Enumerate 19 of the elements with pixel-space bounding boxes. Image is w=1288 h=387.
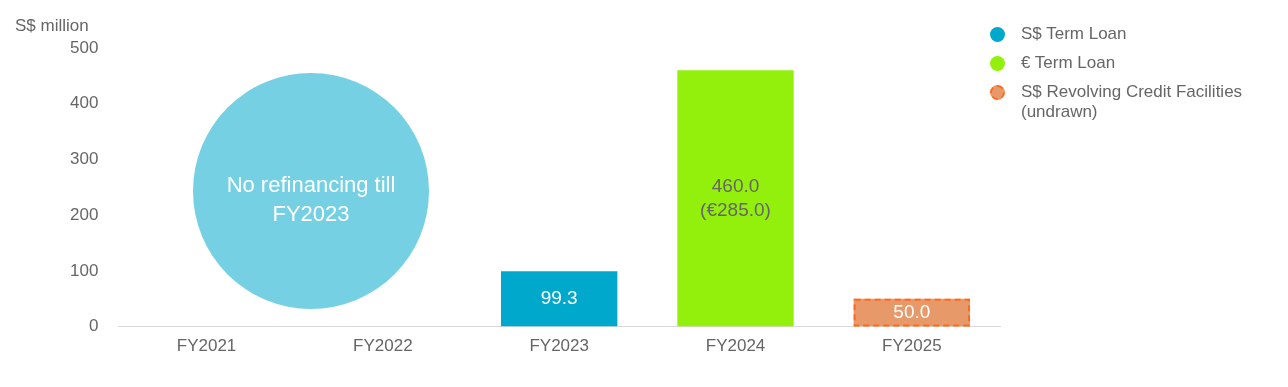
annotation: No refinancing till FY2023 <box>225 171 397 228</box>
x-tick-label: FY2021 <box>176 336 237 356</box>
x-tick-label: FY2024 <box>705 336 766 356</box>
y-axis-title: S$ million <box>15 16 89 36</box>
data-label: 99.3 <box>540 287 578 309</box>
legend-label: S$ Term Loan <box>1021 24 1127 44</box>
y-tick-label: 400 <box>69 93 99 113</box>
x-tick-label: FY2025 <box>882 336 942 356</box>
y-tick-label: 100 <box>69 260 99 280</box>
legend-label: € Term Loan <box>1021 53 1116 73</box>
x-tick-label: FY2023 <box>529 336 589 356</box>
y-tick-label: 0 <box>88 316 99 336</box>
legend-label: S$ Revolving Credit Facilities (undrawn) <box>1021 82 1244 122</box>
x-tick-label: FY2022 <box>353 336 413 356</box>
data-label: 50.0 <box>893 300 931 322</box>
y-tick-label: 500 <box>69 37 99 57</box>
data-label: 460.0 (€285.0) <box>700 174 771 220</box>
y-tick-label: 200 <box>69 204 99 224</box>
y-tick-label: 300 <box>69 149 99 169</box>
